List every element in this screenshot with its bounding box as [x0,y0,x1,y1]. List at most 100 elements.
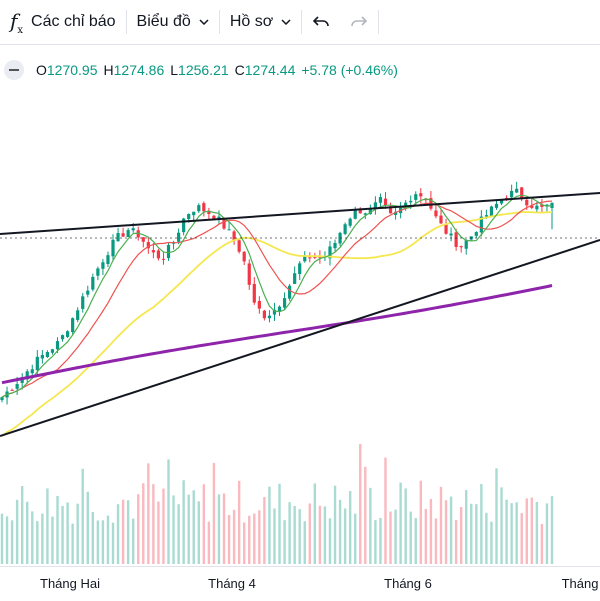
volume-bar [515,502,518,564]
trendlines[interactable] [0,192,600,437]
volume-bar [459,507,463,564]
ma200-line [1,284,553,385]
candle-body [368,208,372,215]
candle-body [86,290,90,295]
candle-body [50,349,55,353]
candle-body [91,276,95,290]
volume-bar [333,485,337,564]
minus-icon [9,69,19,71]
volume-bar [520,513,523,564]
candle-body [449,233,453,236]
candle-body [0,397,4,401]
volume-bar [278,483,281,564]
volume-bar [313,483,317,564]
candle-body [267,315,272,319]
volume-bar [414,518,417,564]
volume-bar [348,491,352,564]
volume-bar [323,506,327,564]
candle-body [141,237,145,242]
chevron-down-icon [199,19,209,25]
volume-bar [147,463,150,564]
candle-body [378,197,383,203]
volume-bar [500,487,503,564]
volume-bar [172,495,175,564]
candle-body [187,214,191,220]
volume-bar [137,494,140,564]
candle-body [217,216,221,220]
candle-body [25,371,29,380]
volume-bar [76,503,79,564]
volume-bar [66,502,69,564]
candle-body [101,262,105,269]
candle-body [30,369,34,374]
undo-icon [313,16,330,27]
volume-bar [232,509,236,564]
volume-bar [121,499,125,564]
candle-body [277,306,282,312]
volume-bar [328,518,332,564]
candle-body [65,331,70,337]
candle-body [404,202,408,207]
volume-bar [379,517,382,564]
candle-body [81,296,85,309]
candle-body [76,310,80,320]
toolbar-divider [378,10,380,34]
candle-body [484,215,489,217]
chevron-down-icon [281,19,291,25]
time-axis[interactable]: Tháng Hai Tháng 4 Tháng 6 Tháng [0,566,600,601]
volume-bar [444,500,448,564]
collapse-legend-button[interactable] [4,60,24,80]
candle-body [182,218,186,233]
candle-body [126,230,130,238]
volume-bar [86,491,89,564]
x-tick-label: Tháng 4 [208,576,256,591]
candle-body [535,205,539,210]
candle-body [247,263,251,285]
indicators-button[interactable]: fx Các chỉ báo [0,0,126,44]
volume-bar [389,511,392,564]
indicators-label: Các chỉ báo [31,13,116,30]
volume-bar [197,501,200,564]
low-value: 1256.21 [178,62,229,78]
candle-body [550,202,554,208]
chart-type-dropdown[interactable]: Biểu đồ [127,0,219,44]
volume-bar [273,508,276,564]
profile-dropdown[interactable]: Hồ sơ [220,0,301,44]
high-value: 1274.86 [113,62,165,78]
volume-bar [106,515,110,564]
candle-body [383,198,388,206]
candle-body [494,203,499,208]
volume-bar [470,503,473,564]
chart-type-label: Biểu đồ [136,13,191,30]
candle-body [414,194,418,200]
volume-bar [490,521,493,564]
volume-bar [384,457,387,564]
undo-button[interactable] [302,0,340,44]
volume-bar [308,503,311,564]
upper-trendline [0,192,600,235]
volume-bar [525,498,528,564]
candle-body [197,205,201,212]
volume-bar [465,490,468,564]
high-label: H [103,62,114,78]
volume-bar [41,513,44,564]
chart-toolbar: fx Các chỉ báo Biểu đồ Hồ sơ [0,0,600,45]
price-chart[interactable] [0,86,600,566]
redo-button[interactable] [340,0,378,44]
volume-bar [369,487,372,564]
candle-body [515,188,519,193]
candle-body [131,228,135,231]
volume-bar [187,494,190,564]
volume-bar [318,505,322,564]
volume-bar [116,504,120,564]
candle-body [252,283,256,303]
candle-body [343,224,347,234]
volume-bar [485,512,488,564]
toolbar-divider [218,10,220,34]
x-tick-label: Tháng Hai [40,576,100,591]
volume-bar [439,486,443,564]
volume-bar [424,508,428,564]
close-label: C [234,62,245,78]
low-label: L [170,62,179,78]
volume-bar [222,493,226,564]
